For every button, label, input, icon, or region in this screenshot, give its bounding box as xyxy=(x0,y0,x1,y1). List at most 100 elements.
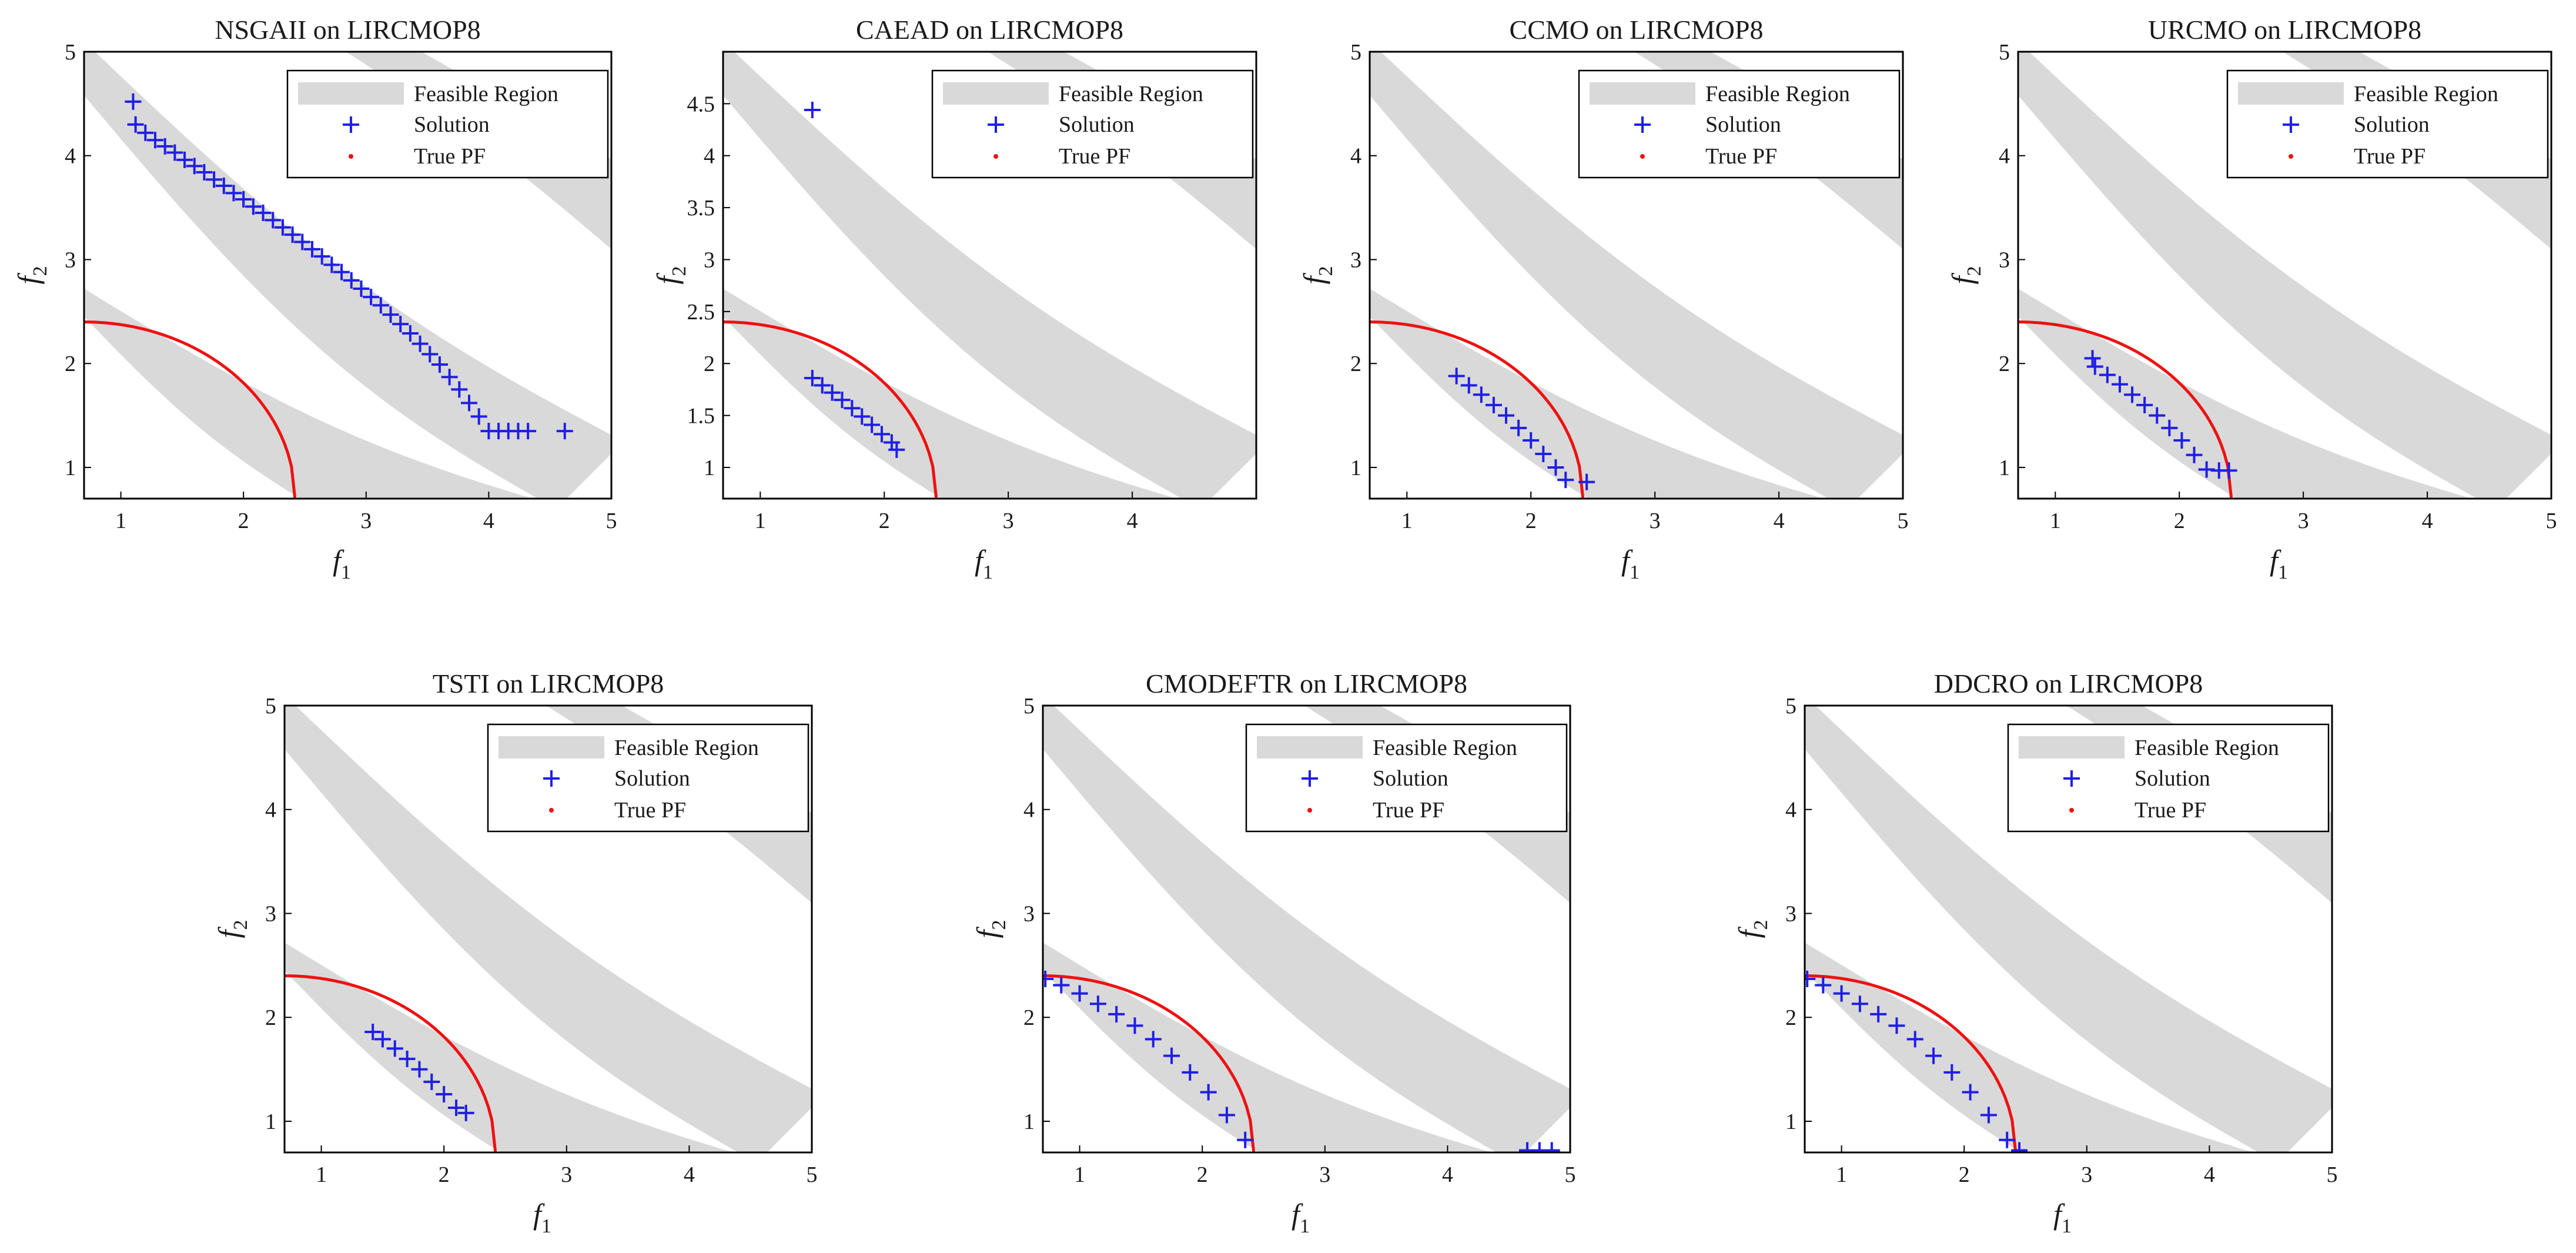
y-tick-label: 3 xyxy=(265,901,276,926)
x-tick-label: 2 xyxy=(879,509,890,533)
solution-marker xyxy=(1498,407,1515,424)
legend-label: True PF xyxy=(1373,798,1444,823)
y-tick-label: 5 xyxy=(1023,694,1035,719)
solution-marker xyxy=(423,1073,440,1090)
solution-marker xyxy=(225,185,242,202)
solution-marker xyxy=(399,1050,416,1067)
legend-solution-marker xyxy=(2283,116,2299,133)
solution-marker xyxy=(888,441,905,458)
feasible-region-middle xyxy=(1805,706,2332,1152)
solution-marker xyxy=(304,240,321,258)
x-axis-label: f1 xyxy=(333,544,351,583)
y-axis-label: f2 xyxy=(1946,266,1985,285)
solution-marker xyxy=(313,248,330,265)
feasible-region-lower xyxy=(1805,942,2254,1152)
y-tick-label: 2.5 xyxy=(687,300,715,325)
solution-marker xyxy=(196,164,213,181)
y-axis-label-sub: 2 xyxy=(1963,266,1985,276)
x-tick-label: 1 xyxy=(316,1162,327,1187)
x-tick-label: 3 xyxy=(2298,509,2309,533)
x-tick-label: 3 xyxy=(2081,1162,2092,1187)
solution-marker xyxy=(1980,1107,1997,1124)
solution-marker xyxy=(436,1086,453,1103)
legend-true-pf-marker xyxy=(2289,154,2293,159)
solution-marker xyxy=(146,132,163,149)
x-tick-label: 2 xyxy=(439,1162,450,1187)
legend-true-pf-marker xyxy=(993,154,998,159)
x-axis-label: f1 xyxy=(2270,544,2288,583)
legend: Feasible Region Solution True PF xyxy=(2007,723,2330,833)
y-tick-label: 3 xyxy=(704,248,715,272)
solution-marker xyxy=(834,392,851,409)
solution-marker xyxy=(372,297,389,314)
solution-marker xyxy=(235,191,252,208)
solution-marker xyxy=(166,144,183,161)
x-tick-label: 3 xyxy=(561,1162,572,1187)
axes-box xyxy=(2017,51,2552,500)
x-tick-label: 1 xyxy=(1074,1162,1085,1187)
y-tick-label: 3 xyxy=(1785,901,1796,926)
true-pf-curve xyxy=(1805,974,2018,1152)
x-tick-label: 1 xyxy=(115,509,126,533)
legend-solution-marker xyxy=(988,116,1004,133)
solution-marker xyxy=(1218,1107,1235,1124)
solution-marker xyxy=(412,335,429,352)
solution-marker xyxy=(186,158,203,175)
legend-label: True PF xyxy=(2354,144,2426,169)
chart-panel: 1 2 3 4 5 1 2 3 4 5 NSGAII on LIRCMOP8 f1 f2 Feasible… xyxy=(12,15,617,583)
x-tick-label: 4 xyxy=(684,1162,695,1187)
solution-marker xyxy=(176,151,193,168)
solution-marker xyxy=(1043,970,1054,987)
true-pf-curve xyxy=(285,974,497,1152)
solution-marker xyxy=(421,346,439,363)
solution-marker xyxy=(461,395,478,412)
solution-marker xyxy=(1145,1031,1162,1048)
true-pf-curve xyxy=(2018,320,2233,499)
solution-marker xyxy=(333,263,350,280)
solution-marker xyxy=(374,1031,391,1048)
solution-marker xyxy=(2124,386,2141,403)
y-tick-label: 4 xyxy=(1350,144,1361,169)
y-tick-label: 1 xyxy=(1785,1110,1796,1134)
x-axis-label: f1 xyxy=(2053,1198,2072,1237)
y-axis-label: f2 xyxy=(651,266,690,285)
solution-marker xyxy=(215,178,232,194)
solution-marker xyxy=(1200,1084,1217,1101)
y-tick-label: 2 xyxy=(1023,1005,1035,1030)
axes-box xyxy=(722,51,1257,500)
x-tick-label: 5 xyxy=(2546,509,2557,533)
solution-marker xyxy=(2136,396,2153,413)
solution-marker xyxy=(2084,350,2101,367)
x-tick-label: 2 xyxy=(238,509,249,533)
feasible-region-lower xyxy=(1370,288,1824,499)
legend-feasible-swatch xyxy=(1257,736,1363,759)
solution-marker xyxy=(451,381,468,398)
axes-box xyxy=(283,704,813,1154)
chart-title: TSTI on LIRCMOP8 xyxy=(433,669,664,699)
solution-marker xyxy=(1870,1005,1887,1023)
x-tick-label: 1 xyxy=(755,509,766,533)
legend-feasible-swatch xyxy=(499,736,604,759)
y-tick-label: 1 xyxy=(704,456,715,480)
y-tick-label: 4.5 xyxy=(687,92,715,116)
x-tick-label: 5 xyxy=(1898,509,1909,533)
feasible-region-lower xyxy=(285,942,734,1152)
y-tick-label: 2 xyxy=(1350,352,1361,376)
axes-box xyxy=(1369,51,1904,500)
feasible-region-middle xyxy=(2018,52,2551,499)
solution-marker xyxy=(448,1100,465,1116)
y-axis-label-sub: 2 xyxy=(29,266,51,276)
legend: Feasible Region Solution True PF xyxy=(931,69,1254,179)
chart-panel: 1 2 3 4 5 1 2 3 4 5 CCMO on LIRCMOP8 f1 f2 Feasible R… xyxy=(1297,15,1909,583)
legend: Feasible Region Solution True PF xyxy=(487,723,809,833)
legend-solution-marker xyxy=(543,770,560,787)
y-tick-label: 1.5 xyxy=(687,404,715,429)
y-axis-label-sub: 2 xyxy=(988,920,1010,930)
y-axis-label: f2 xyxy=(212,920,252,938)
x-tick-label: 1 xyxy=(2050,509,2061,533)
solution-marker xyxy=(804,369,821,386)
solution-marker xyxy=(556,423,573,440)
solution-marker xyxy=(2099,366,2116,383)
solution-marker xyxy=(873,426,890,443)
